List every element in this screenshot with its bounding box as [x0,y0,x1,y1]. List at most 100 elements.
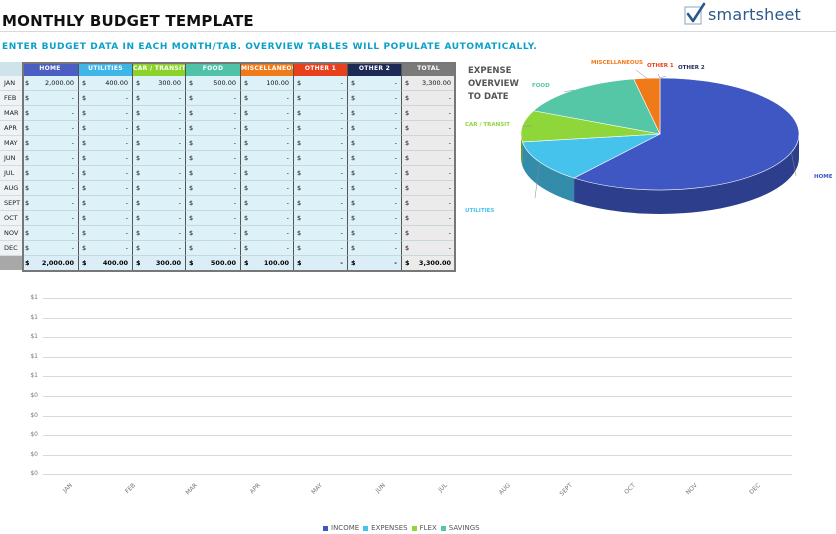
budget-cell[interactable]: $ - [348,226,402,241]
budget-cell[interactable]: $ - [241,106,294,121]
budget-cell[interactable]: $ - [79,226,133,241]
budget-cell[interactable]: $ - [294,226,348,241]
budget-cell[interactable]: $ - [79,151,133,166]
budget-cell[interactable]: $ - [348,241,402,256]
budget-cell[interactable]: $ - [22,226,79,241]
budget-cell[interactable]: $ - [22,151,79,166]
budget-cell[interactable]: $ - [79,241,133,256]
budget-cell[interactable]: $ - [294,76,348,91]
budget-cell[interactable]: $ - [348,196,402,211]
budget-cell[interactable]: $ - [348,91,402,106]
pie-slice-utilities[interactable] [521,133,661,179]
budget-cell[interactable]: $ - [133,181,186,196]
column-header-food[interactable]: FOOD [186,62,241,76]
legend-item-savings[interactable]: SAVINGS [437,524,480,532]
budget-cell[interactable]: $ - [133,136,186,151]
budget-cell[interactable]: $ - [133,106,186,121]
budget-cell[interactable]: $ - [348,106,402,121]
budget-cell[interactable]: $ - [294,136,348,151]
budget-cell[interactable]: $ - [348,181,402,196]
column-header-miscellaneous[interactable]: MISCELLANEOUS [241,62,294,76]
budget-cell[interactable]: $ - [348,211,402,226]
budget-cell[interactable]: $ - [133,151,186,166]
budget-cell[interactable]: $ - [79,91,133,106]
budget-cell[interactable]: $ - [241,211,294,226]
budget-cell[interactable]: $ - [133,91,186,106]
budget-cell[interactable]: $ - [294,181,348,196]
legend-item-expenses[interactable]: EXPENSES [359,524,408,532]
budget-cell[interactable]: $ - [241,166,294,181]
budget-cell[interactable]: $ - [294,151,348,166]
budget-cell[interactable]: $ - [186,106,241,121]
budget-cell[interactable]: $ - [133,241,186,256]
budget-cell[interactable]: $ - [22,106,79,121]
budget-cell[interactable]: $ - [22,121,79,136]
column-header-total[interactable]: TOTAL [402,62,456,76]
budget-cell[interactable]: $ - [241,181,294,196]
budget-cell[interactable]: $ - [186,151,241,166]
budget-cell[interactable]: $ - [186,241,241,256]
budget-cell[interactable]: $ - [294,121,348,136]
budget-cell[interactable]: $ - [348,151,402,166]
budget-cell[interactable]: $ - [22,241,79,256]
budget-cell[interactable]: $ - [133,211,186,226]
column-header-home[interactable]: HOME [22,62,79,76]
budget-cell[interactable]: $100.00 [241,76,294,91]
budget-cell[interactable]: $ - [22,91,79,106]
budget-cell[interactable]: $2,000.00 [22,76,79,91]
budget-cell[interactable]: $ - [186,166,241,181]
pie-slice-home[interactable] [573,77,800,191]
budget-cell[interactable]: $ - [348,136,402,151]
budget-cell[interactable]: $ - [133,166,186,181]
column-header-car-transit[interactable]: CAR / TRANSIT [133,62,186,76]
budget-cell[interactable]: $300.00 [133,76,186,91]
budget-cell[interactable]: $ - [186,181,241,196]
budget-cell[interactable]: $ - [348,166,402,181]
budget-cell[interactable]: $ - [241,136,294,151]
budget-cell[interactable]: $ - [186,136,241,151]
budget-cell[interactable]: $ - [22,181,79,196]
budget-cell[interactable]: $ - [79,166,133,181]
budget-cell[interactable]: $ - [186,121,241,136]
budget-cell[interactable]: $ - [241,151,294,166]
budget-cell[interactable]: $ - [79,211,133,226]
budget-cell[interactable]: $ - [133,121,186,136]
budget-cell[interactable]: $ - [79,106,133,121]
budget-cell[interactable]: $ - [294,196,348,211]
budget-cell[interactable]: $ - [186,91,241,106]
budget-cell[interactable]: $ - [348,121,402,136]
column-header-other-2[interactable]: OTHER 2 [348,62,402,76]
budget-cell[interactable]: $ - [294,211,348,226]
budget-cell[interactable]: $ - [294,106,348,121]
budget-cell[interactable]: $ - [241,226,294,241]
budget-cell[interactable]: $ - [133,196,186,211]
budget-cell[interactable]: $ - [294,166,348,181]
budget-cell[interactable]: $500.00 [186,76,241,91]
budget-cell[interactable]: $ - [22,136,79,151]
budget-cell[interactable]: $ - [348,76,402,91]
legend-item-flex[interactable]: FLEX [408,524,437,532]
budget-cell[interactable]: $ - [186,196,241,211]
legend-item-income[interactable]: INCOME [319,524,359,532]
budget-cell[interactable]: $ - [241,241,294,256]
budget-cell[interactable]: $ - [241,91,294,106]
budget-cell[interactable]: $ - [241,121,294,136]
column-header-other-1[interactable]: OTHER 1 [294,62,348,76]
gridline [43,356,792,358]
budget-cell[interactable]: $ - [186,226,241,241]
budget-cell[interactable]: $ - [22,166,79,181]
budget-cell[interactable]: $ - [79,121,133,136]
budget-cell[interactable]: $ - [22,196,79,211]
budget-cell[interactable]: $ - [186,211,241,226]
budget-cell[interactable]: $ - [133,226,186,241]
budget-cell[interactable]: $ - [79,181,133,196]
budget-cell[interactable]: $400.00 [79,76,133,91]
budget-cell[interactable]: $ - [22,211,79,226]
budget-cell[interactable]: $ - [79,196,133,211]
budget-cell[interactable]: $ - [294,241,348,256]
column-header-utilities[interactable]: UTILITIES [79,62,133,76]
budget-cell[interactable]: $ - [241,196,294,211]
budget-cell[interactable]: $ - [79,136,133,151]
smartsheet-logo[interactable]: smartsheet [684,2,804,28]
budget-cell[interactable]: $ - [294,91,348,106]
